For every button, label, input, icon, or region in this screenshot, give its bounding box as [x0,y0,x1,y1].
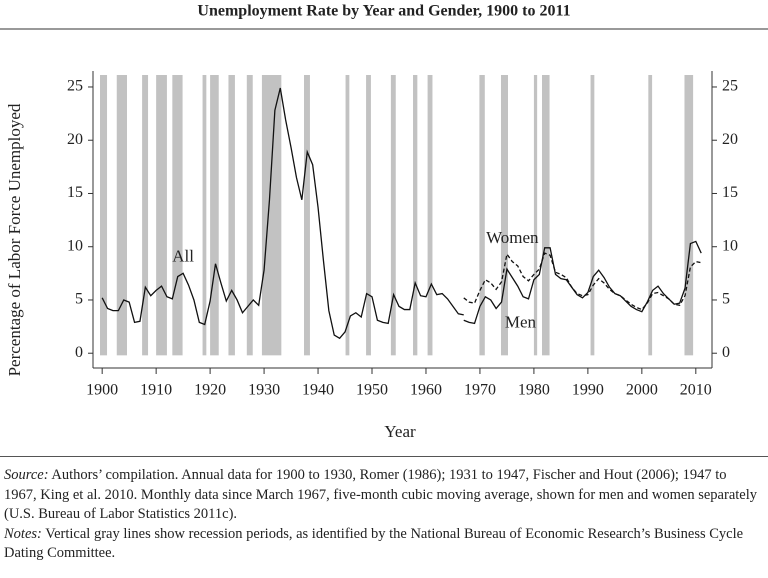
y-tick-label: 20 [67,131,83,148]
notes-text: Vertical gray lines show recession perio… [4,525,744,562]
notes-label: Notes: [4,525,42,542]
lines: All Women Men [101,87,702,340]
series-label: Women [486,228,539,247]
recession-band [500,75,509,356]
recession-band [390,75,396,356]
y-tick-label: 5 [75,291,83,308]
notes-note: Notes: Vertical gray lines show recessio… [4,525,760,564]
series-label: All [172,246,194,265]
x-tick-label: 2000 [626,382,658,399]
notes-rule [0,456,768,457]
series-line [101,87,464,340]
y2-tick-label: 10 [722,237,738,254]
notes: Source: Authors’ compilation. Annual dat… [0,456,768,564]
recession-band [304,75,310,356]
recession-band [479,75,485,356]
recession-band [228,75,235,356]
recession-band [261,75,282,356]
recession-band [345,75,350,356]
x-tick-label: 1980 [518,382,550,399]
x-tick-label: 1940 [302,382,334,399]
chart: Unemployment Rate by Year and Gender, 19… [0,3,768,441]
recession-band [156,75,167,356]
series-line [463,252,702,311]
x-tick-label: 1960 [410,382,442,399]
recession-band [116,75,127,356]
recession-band [172,75,183,356]
recession-band [100,75,108,356]
source-label: Source: [4,467,49,483]
chart-title: Unemployment Rate by Year and Gender, 19… [197,3,570,20]
recession-band [427,75,433,356]
series-label: Men [505,312,537,331]
recession-band [542,75,550,356]
series-line [463,240,702,325]
y-tick-label: 10 [67,237,83,254]
source-text: Authors’ compilation. Annual data for 19… [4,467,758,522]
y2-tick-label: 15 [722,184,738,201]
recession-band [202,75,207,356]
recession-band [413,75,418,356]
recession-bands [100,75,694,356]
x-tick-label: 2010 [680,382,712,399]
y2-tick-label: 20 [722,131,738,148]
axes: 0 5 10 15 20 25 0 5 10 15 20 25 1900 1910 1920 1930 1940… [67,71,738,399]
y2-tick-label: 0 [722,344,730,361]
y-axis-label: Percentage of Labor Force Unemployed [5,103,24,376]
recession-band [533,75,538,356]
y-tick-label: 25 [67,78,83,95]
x-tick-label: 1990 [572,382,604,399]
x-tick-label: 1970 [464,382,496,399]
recession-band [366,75,371,356]
x-tick-label: 1920 [194,382,226,399]
x-axis-label: Year [384,422,416,441]
recession-band [648,75,653,356]
x-tick-label: 1930 [248,382,280,399]
recession-band [246,75,253,356]
x-tick-label: 1950 [356,382,388,399]
y2-tick-label: 5 [722,291,730,308]
x-tick-label: 1900 [86,382,118,399]
recession-band [142,75,149,356]
y-tick-label: 15 [67,184,83,201]
recession-band [210,75,219,356]
y-tick-label: 0 [75,344,83,361]
x-tick-label: 1910 [140,382,172,399]
recession-band [590,75,595,356]
recession-band [684,75,694,356]
source-note: Source: Authors’ compilation. Annual dat… [4,466,760,525]
y2-tick-label: 25 [722,78,738,95]
